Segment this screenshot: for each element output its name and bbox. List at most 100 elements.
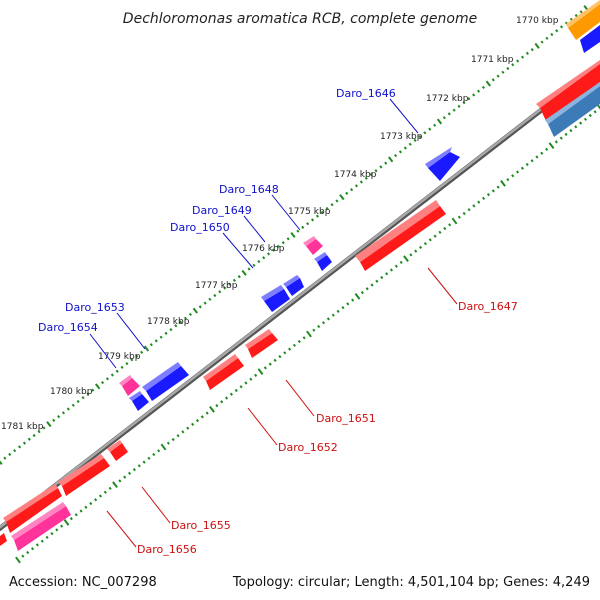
scale-tick <box>525 162 529 167</box>
gene-arrow[interactable] <box>3 484 62 533</box>
scale-tick <box>57 414 61 419</box>
gene-arrow-daro-1647[interactable] <box>355 200 446 271</box>
genome-backbone <box>0 61 600 532</box>
gene-arrow-daro-1648[interactable] <box>303 236 323 255</box>
scale-tick <box>257 259 261 264</box>
scale-tick <box>157 449 161 453</box>
scale-tick <box>403 255 409 263</box>
scale-tick <box>292 343 297 347</box>
scale-tick <box>40 539 44 543</box>
gene-arrow[interactable] <box>566 0 600 40</box>
gene-arrow[interactable] <box>0 533 7 546</box>
scale-tick <box>22 441 27 445</box>
scale-tick <box>345 191 349 195</box>
gene-arrow-daro-1649[interactable] <box>314 252 332 271</box>
gene-label[interactable]: Daro_1650 <box>170 221 230 234</box>
scale-tick <box>398 150 403 154</box>
scale-tick <box>457 215 461 219</box>
scale-tick <box>341 306 345 310</box>
scale-tick <box>310 218 315 222</box>
gene-arrow-daro-1650[interactable] <box>283 275 304 296</box>
scale-tick <box>169 328 173 332</box>
gene-label[interactable]: Daro_1655 <box>171 519 231 532</box>
scale-tick <box>548 142 555 150</box>
gene-arrow[interactable] <box>545 82 600 137</box>
kbp-label: 1776 kbp <box>242 244 285 254</box>
gene-label[interactable]: Daro_1649 <box>192 204 252 217</box>
scale-tick <box>229 392 233 396</box>
gene-label[interactable]: Daro_1654 <box>38 321 98 334</box>
scale-tick <box>428 238 432 242</box>
scale-tick <box>213 293 217 298</box>
gene-arrow[interactable] <box>580 25 600 53</box>
gene-arrow-daro-1651[interactable] <box>245 329 278 358</box>
gene-arrow-daro-1655[interactable] <box>107 440 128 461</box>
gene-arrow[interactable] <box>58 454 110 496</box>
scale-tick <box>312 328 316 332</box>
scale-tick <box>63 518 70 526</box>
scale-tick <box>409 253 413 257</box>
gene-arrow[interactable] <box>536 60 600 121</box>
scale-tick <box>91 388 95 392</box>
scale-tick <box>317 324 321 329</box>
gene-label[interactable]: Daro_1647 <box>458 300 518 313</box>
scale-tick <box>118 479 122 483</box>
scale-tick <box>223 286 227 290</box>
gene-label[interactable]: Daro_1651 <box>316 412 376 425</box>
scale-tick <box>252 263 256 267</box>
scale-tick <box>540 151 544 155</box>
scale-tick <box>108 486 112 490</box>
scale-tick <box>569 128 573 133</box>
scale-tick <box>37 430 41 434</box>
gene-arrow[interactable] <box>129 391 149 411</box>
scale-tick <box>550 32 554 37</box>
scale-tick <box>320 210 324 214</box>
scale-tick <box>286 237 290 241</box>
scale-tick <box>511 174 515 178</box>
scale-tick <box>520 55 525 59</box>
scale-tick <box>496 74 500 78</box>
scale-tick <box>374 169 378 173</box>
gene-arrow-daro-1656[interactable] <box>11 502 71 551</box>
gene-label[interactable]: Daro_1652 <box>278 441 338 454</box>
scale-tick <box>200 415 204 419</box>
scale-tick <box>597 104 600 110</box>
scale-tick <box>103 490 107 494</box>
gene-arrow[interactable] <box>261 285 290 312</box>
scale-tick <box>506 66 510 71</box>
gene-label[interactable]: Daro_1653 <box>65 301 125 314</box>
scale-tick <box>350 187 354 192</box>
scale-tick <box>147 456 151 460</box>
gene-arrow-daro-1652[interactable] <box>203 354 244 390</box>
scale-tick <box>472 204 476 208</box>
scale-tick <box>140 350 144 354</box>
scale-tick <box>467 97 471 101</box>
scale-tick <box>271 248 276 252</box>
scale-tick <box>545 36 549 40</box>
scale-tick <box>379 165 383 169</box>
scale-tick <box>15 556 21 564</box>
scale-tick <box>42 426 46 430</box>
gene-arrow-daro-1646[interactable] <box>425 147 460 181</box>
scale-tick <box>128 471 132 475</box>
scale-tick <box>208 297 212 301</box>
gene-arrow-daro-1653[interactable] <box>142 362 189 401</box>
scale-tick <box>239 385 243 389</box>
scale-tick <box>152 452 156 457</box>
scale-tick <box>60 524 64 528</box>
gene-label[interactable]: Daro_1646 <box>336 87 396 100</box>
scale-tick <box>321 321 326 325</box>
gene-label[interactable]: Daro_1656 <box>137 543 197 556</box>
scale-tick <box>273 358 277 362</box>
scale-tick <box>203 301 207 305</box>
scale-tick <box>315 214 320 218</box>
scale-tick <box>443 226 447 231</box>
scale-tick <box>380 275 384 280</box>
scale-tick <box>491 189 495 193</box>
scale-tick <box>414 249 418 253</box>
gene-arrow-daro-1654[interactable] <box>119 375 140 396</box>
scale-tick <box>394 153 398 158</box>
scale-tick <box>438 230 442 234</box>
gene-label[interactable]: Daro_1648 <box>219 183 279 196</box>
scale-tick <box>89 501 93 506</box>
